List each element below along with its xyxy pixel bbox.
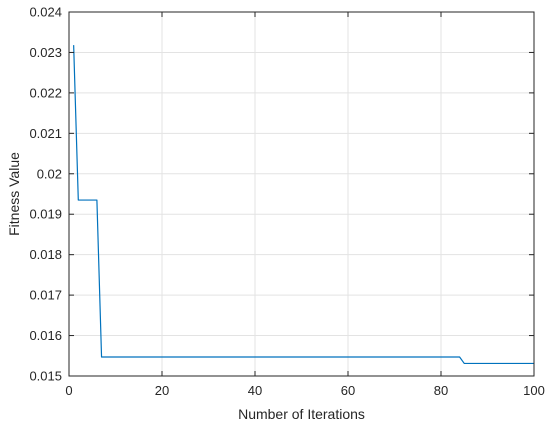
x-tick-label: 80: [434, 383, 448, 398]
y-tick-label: 0.021: [29, 126, 62, 141]
y-tick-label: 0.017: [29, 288, 62, 303]
grid: [68, 11, 535, 377]
y-tick-label: 0.019: [29, 207, 62, 222]
x-tick-label: 0: [65, 383, 72, 398]
y-tick-label: 0.024: [29, 5, 62, 20]
y-tick-label: 0.018: [29, 247, 62, 262]
x-tick-label: 100: [523, 383, 545, 398]
x-tick-label: 20: [155, 383, 169, 398]
x-tick-label: 40: [248, 383, 262, 398]
x-tick-label: 60: [341, 383, 355, 398]
y-tick-label: 0.023: [29, 45, 62, 60]
y-tick-label: 0.022: [29, 85, 62, 100]
fitness-series-line: [73, 45, 534, 365]
y-tick-label: 0.016: [29, 328, 62, 343]
axis-ticks: 0 20 40 60 80 100 0.015 0.016 0.017 0.018 0.019 0.0…: [29, 5, 544, 399]
series-layer: [73, 45, 534, 365]
y-tick-label: 0.015: [29, 369, 62, 384]
x-axis-label: Number of Iterations: [238, 406, 365, 422]
y-tick-label: 0.02: [37, 166, 62, 181]
plot-area-border: [68, 11, 535, 377]
y-axis-label: Fitness Value: [6, 152, 22, 236]
